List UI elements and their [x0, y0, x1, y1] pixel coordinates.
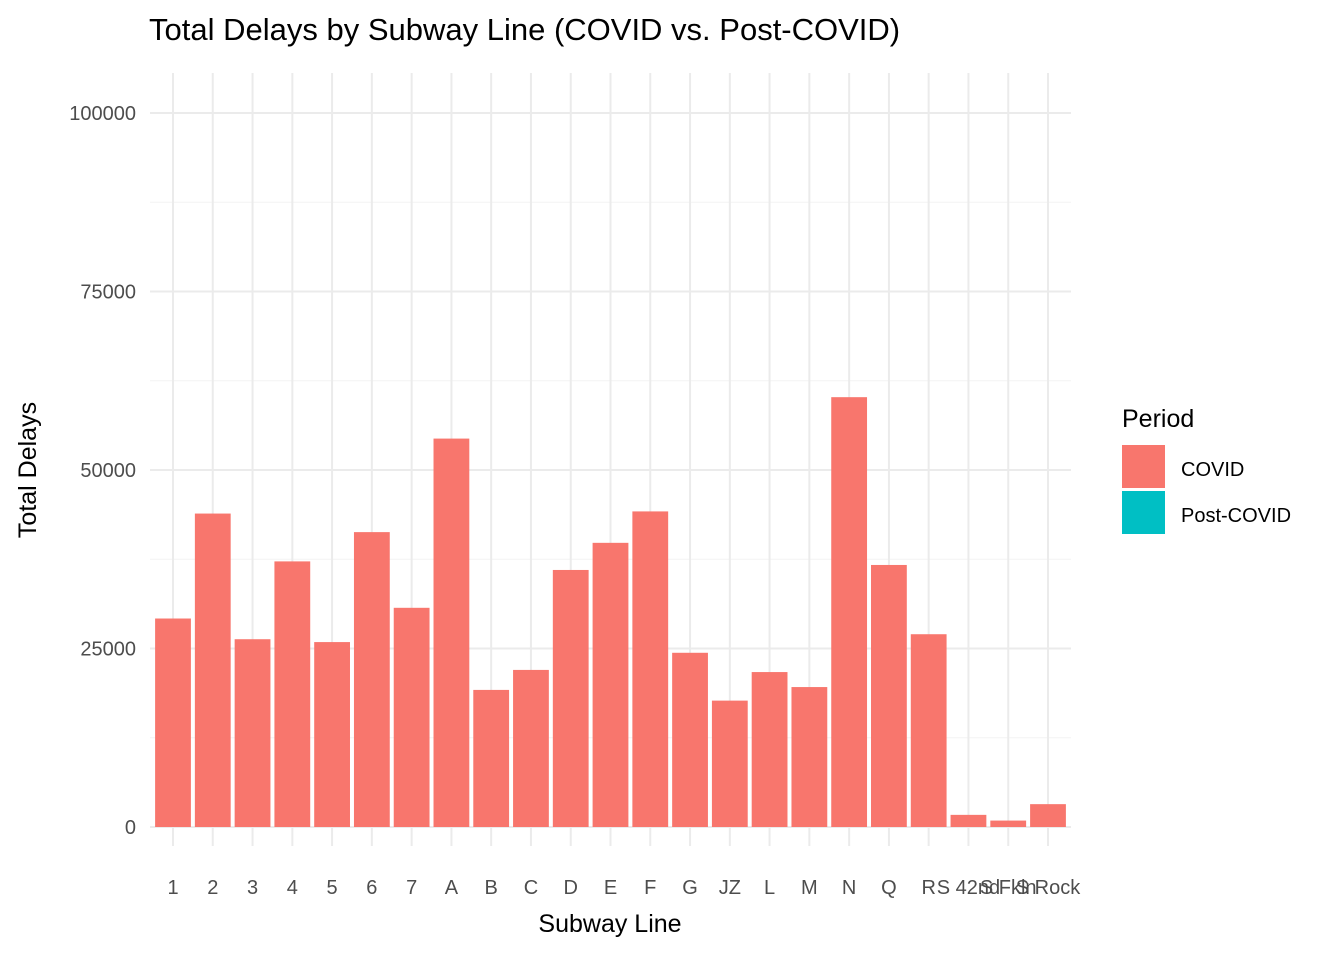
bar-covid-3 — [234, 639, 271, 827]
bar-covid-f — [632, 511, 669, 827]
legend-key-covid — [1122, 445, 1165, 488]
x-tick-label: S 42nd — [937, 877, 1000, 899]
bar-covid-d — [552, 569, 589, 827]
x-tick-label: C — [524, 877, 538, 899]
bar-covid-g — [672, 652, 708, 827]
bar-covid-7 — [393, 607, 430, 827]
x-tick-label: Q — [881, 877, 897, 899]
x-tick-label: M — [801, 877, 818, 899]
x-tick-label: S Rock — [1016, 877, 1081, 899]
bar-covid-2 — [194, 513, 231, 827]
x-tick-label: L — [764, 877, 775, 899]
y-axis-ticks: 0 25000 50000 75000 100000 — [69, 103, 136, 839]
bar-covid-e — [592, 542, 629, 827]
x-axis-title: Subway Line — [538, 910, 681, 938]
bar-covid-5 — [314, 642, 350, 827]
bar-covid-jz — [711, 700, 748, 827]
y-tick-label: 25000 — [80, 639, 136, 661]
x-tick-label: 5 — [327, 877, 338, 899]
x-tick-label: E — [604, 877, 617, 899]
bar-covid-b — [473, 689, 510, 827]
bar-covid-1 — [155, 618, 191, 827]
legend-key-post-covid — [1122, 491, 1165, 534]
bar-covid-c — [513, 669, 549, 827]
bar-covid-a — [433, 438, 470, 827]
x-tick-label: 7 — [406, 877, 417, 899]
legend-label-post-covid: Post-COVID — [1181, 505, 1291, 527]
legend: Period COVID Post-COVID — [1122, 405, 1291, 534]
bar-covid-r — [910, 634, 947, 827]
y-tick-label: 0 — [125, 817, 136, 839]
x-tick-label: 3 — [247, 877, 258, 899]
x-tick-label: B — [485, 877, 498, 899]
legend-title: Period — [1122, 405, 1194, 433]
bar-covid-6 — [353, 532, 390, 827]
bars — [155, 397, 1066, 827]
x-tick-label: G — [682, 877, 698, 899]
bar-covid-q — [871, 564, 907, 827]
legend-label-covid: COVID — [1181, 459, 1244, 481]
bar-covid-l — [751, 672, 788, 827]
bar-covid-n — [831, 397, 868, 827]
bar-covid-s-rock — [1030, 804, 1066, 827]
x-tick-label: A — [445, 877, 459, 899]
x-tick-label: S Fkln — [980, 877, 1037, 899]
x-tick-label: N — [842, 877, 856, 899]
y-axis-title: Total Delays — [14, 402, 42, 538]
y-tick-label: 75000 — [80, 282, 136, 304]
chart-title: Total Delays by Subway Line (COVID vs. P… — [149, 12, 900, 47]
bar-covid-m — [791, 687, 828, 827]
y-tick-label: 50000 — [80, 460, 136, 482]
x-tick-label: 6 — [366, 877, 377, 899]
bar-covid-s-fkln — [990, 820, 1027, 827]
x-tick-label: R — [921, 877, 935, 899]
x-tick-label: 2 — [207, 877, 218, 899]
bar-covid-4 — [274, 561, 311, 827]
x-tick-label: 1 — [167, 877, 178, 899]
y-tick-label: 100000 — [69, 103, 136, 125]
x-tick-label: 4 — [287, 877, 298, 899]
x-tick-label: JZ — [719, 877, 741, 899]
bar-covid-s-42nd — [950, 814, 987, 827]
x-tick-label: F — [644, 877, 656, 899]
x-tick-label: D — [564, 877, 578, 899]
